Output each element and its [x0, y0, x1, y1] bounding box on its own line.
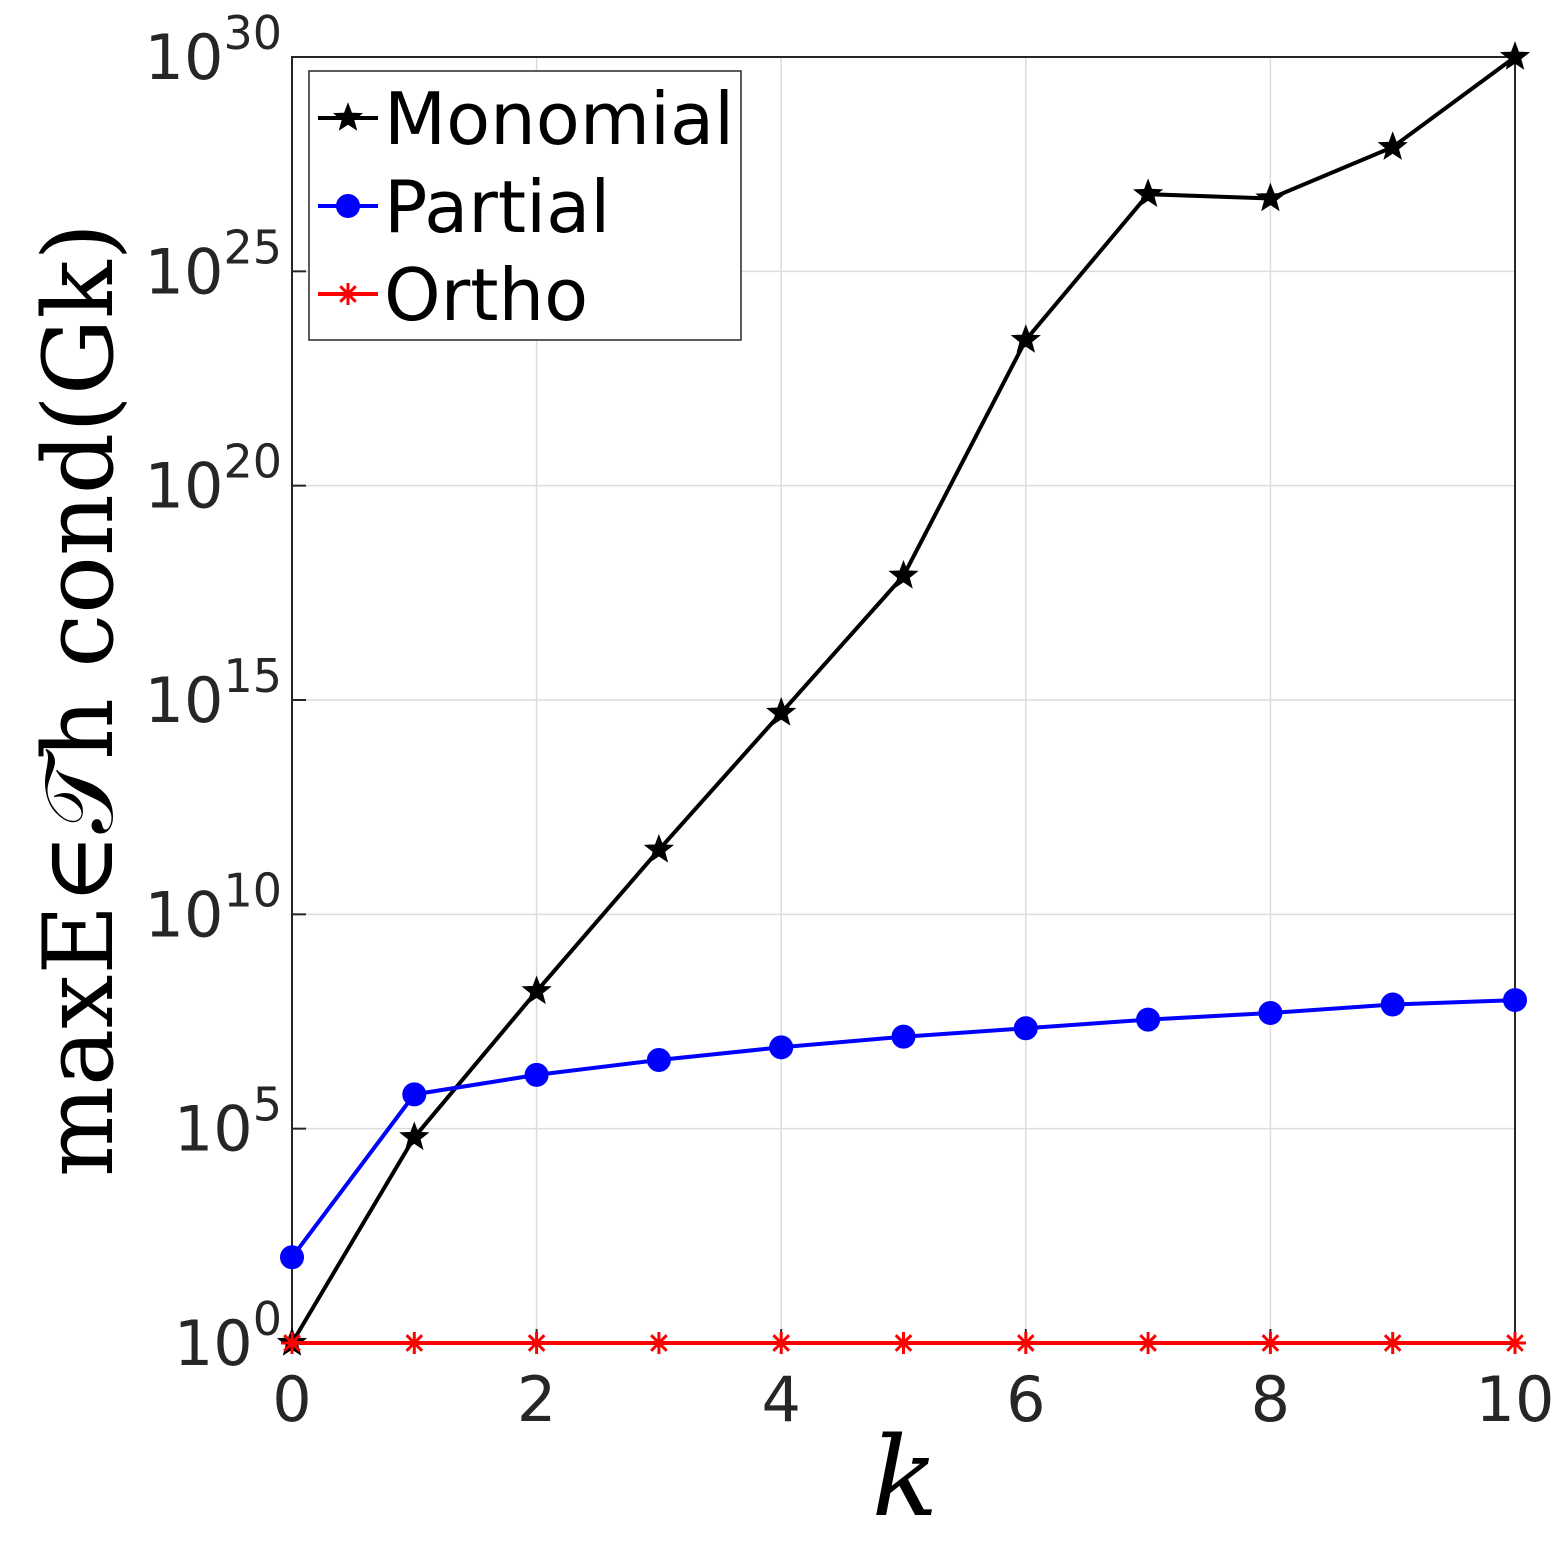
marker: [1259, 1332, 1282, 1354]
marker-stroke: [1261, 1334, 1280, 1352]
marker-stroke: [283, 1334, 301, 1352]
marker: [647, 1332, 670, 1354]
x-tick-label: 6: [1006, 1363, 1045, 1436]
marker: [521, 975, 552, 1005]
y-tick-label: 1015: [145, 649, 282, 737]
marker-stroke: [650, 1334, 668, 1352]
marker: [524, 1062, 549, 1087]
legend-label: Partial: [384, 165, 610, 249]
marker: [399, 1121, 430, 1151]
marker: [892, 1332, 915, 1354]
marker: [1136, 1007, 1161, 1032]
legend-marker: [332, 102, 364, 131]
marker: [888, 559, 919, 589]
marker-stroke: [527, 1334, 546, 1352]
marker: [525, 1332, 548, 1354]
y-tick-label: 1030: [145, 6, 282, 94]
marker: [769, 1035, 794, 1060]
marker: [280, 1245, 304, 1270]
marker: [1014, 1332, 1037, 1354]
y-axis-label: maxE∈𝒯h cond(Gk): [23, 223, 135, 1177]
marker: [646, 1047, 671, 1072]
marker-stroke: [1506, 1334, 1524, 1352]
x-tick-label: 4: [761, 1363, 800, 1436]
legend-marker: [336, 194, 360, 218]
legend-marker: [337, 283, 359, 305]
marker: [891, 1024, 916, 1049]
marker: [1255, 182, 1286, 212]
x-tick-label: 10: [1476, 1363, 1555, 1436]
marker-stroke: [1383, 1334, 1402, 1352]
y-tick-label: 105: [174, 1078, 282, 1166]
marker: [403, 1332, 426, 1354]
x-tick-label: 8: [1251, 1363, 1290, 1436]
marker: [1137, 1332, 1160, 1354]
legend-label: Monomial: [384, 77, 734, 161]
y-tick-label: 1020: [145, 435, 282, 523]
marker: [1380, 992, 1405, 1017]
marker-stroke: [339, 285, 357, 303]
marker: [1503, 988, 1527, 1013]
marker: [1377, 131, 1408, 160]
marker: [1499, 41, 1531, 70]
marker: [766, 697, 797, 726]
marker-stroke: [894, 1334, 913, 1352]
marker: [770, 1332, 793, 1354]
marker: [1010, 324, 1041, 353]
marker-stroke: [405, 1334, 424, 1352]
x-axis-label: k: [872, 1413, 939, 1541]
marker: [281, 1332, 303, 1354]
marker: [1013, 1016, 1038, 1041]
marker: [402, 1082, 427, 1107]
marker: [1504, 1332, 1526, 1354]
x-tick-label: 0: [272, 1363, 311, 1436]
legend-label: Ortho: [384, 253, 588, 337]
y-tick-label: 1025: [145, 220, 282, 308]
marker-stroke: [772, 1334, 791, 1352]
y-tick-label: 1010: [145, 863, 282, 951]
x-tick-label: 2: [517, 1363, 556, 1436]
legend-box: [308, 70, 742, 341]
marker-stroke: [1016, 1334, 1035, 1352]
marker: [1132, 178, 1164, 207]
marker: [643, 833, 675, 863]
marker-stroke: [1139, 1334, 1157, 1352]
marker: [1258, 1000, 1283, 1025]
marker: [1381, 1332, 1404, 1354]
y-tick-label: 100: [174, 1292, 282, 1380]
